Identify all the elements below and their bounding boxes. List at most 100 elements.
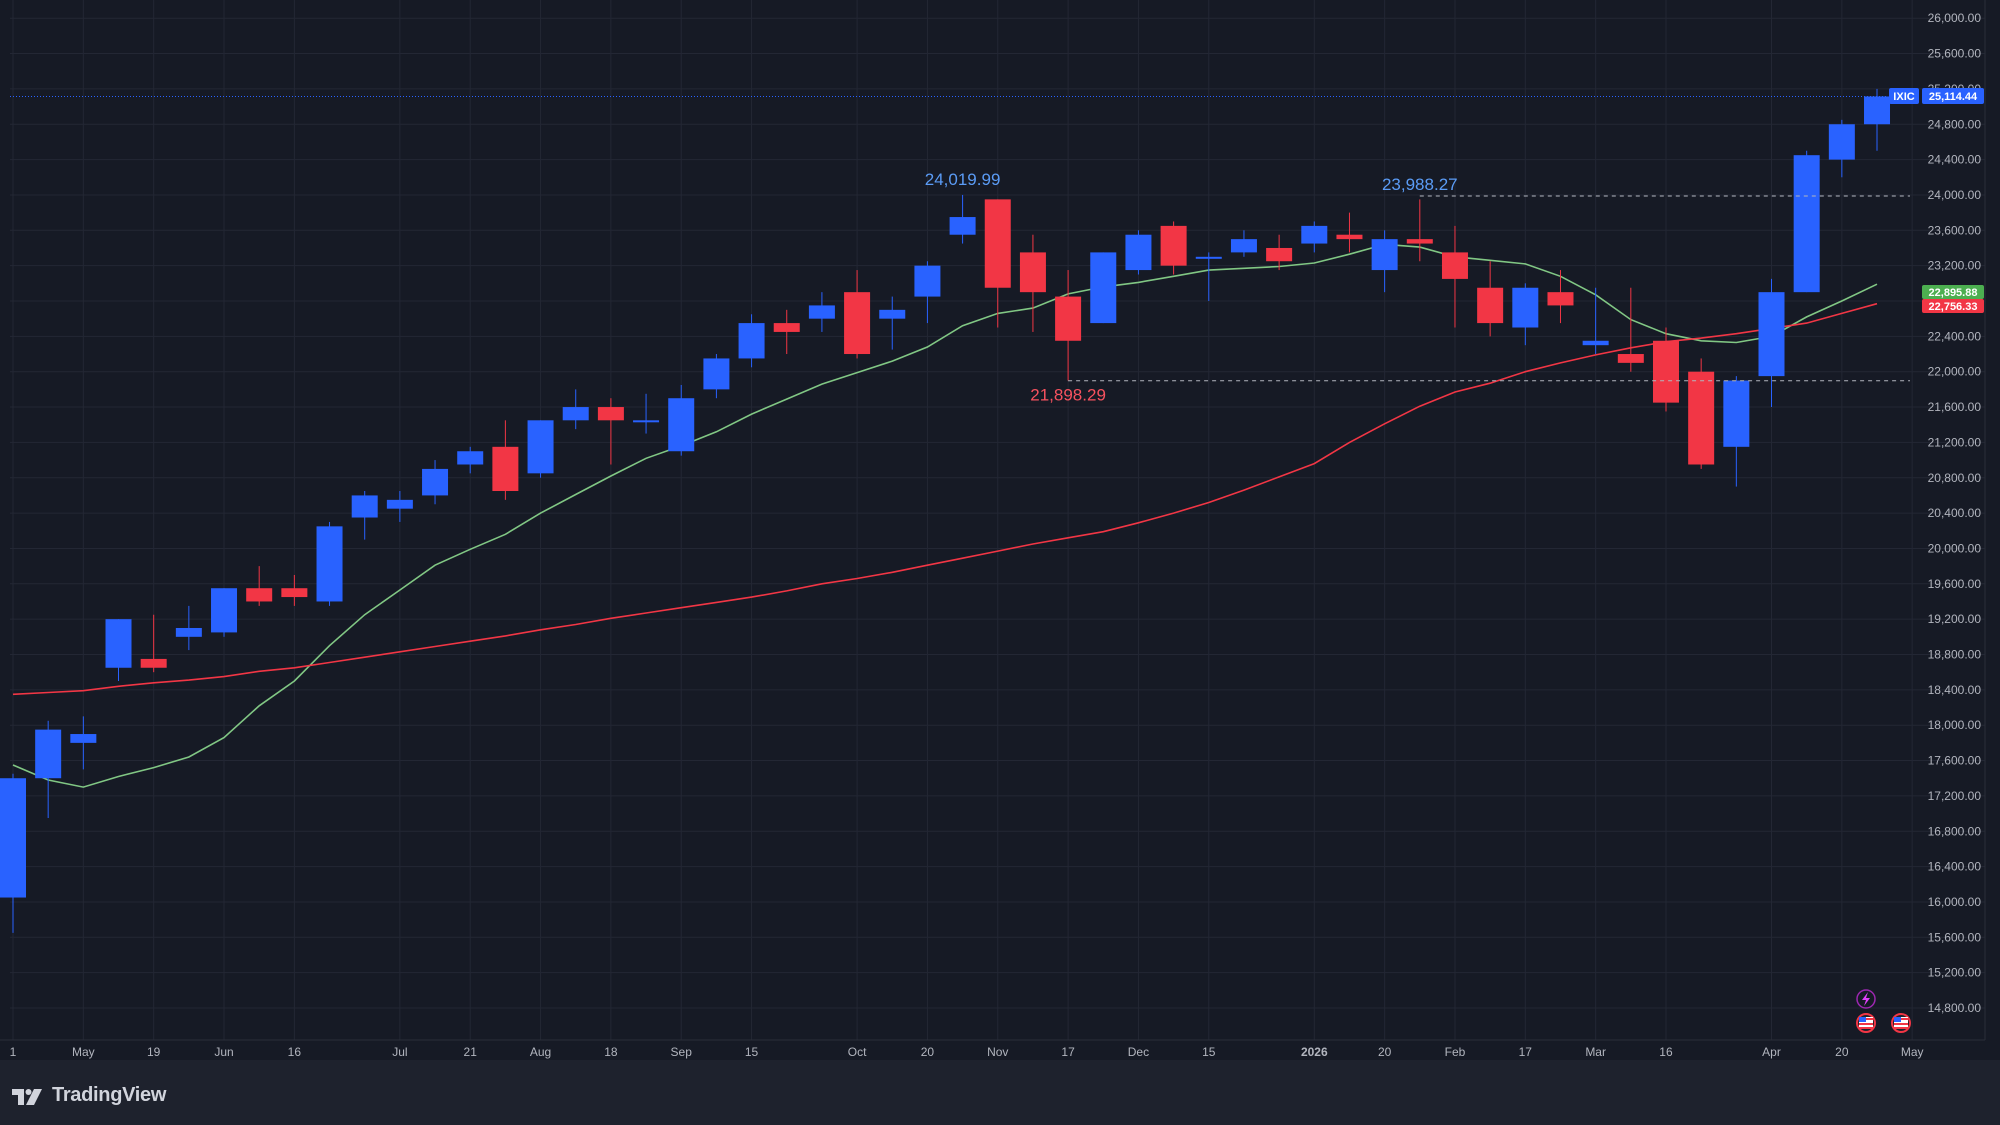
price-tick-label: 16,400.00 — [1928, 860, 1982, 874]
annotation-high-oct: 24,019.99 — [925, 170, 1001, 189]
candle-body — [1829, 124, 1855, 159]
candle-body — [1583, 341, 1609, 345]
price-chart[interactable]: 24,019.99 23,988.27 21,898.29 26,000.00 2… — [0, 0, 2000, 1060]
tradingview-logo-icon — [12, 1087, 44, 1105]
time-tick-label: 21 — [464, 1045, 478, 1059]
candle-body — [1759, 292, 1785, 376]
candle-body — [1090, 252, 1116, 323]
last-price-tag-label: 25,114.44 — [1929, 91, 1978, 103]
candle-body — [1653, 341, 1679, 403]
candle-up — [1794, 151, 1820, 292]
price-tick-label: 15,200.00 — [1928, 966, 1982, 980]
candle-body — [1020, 252, 1046, 292]
price-tick-label: 16,800.00 — [1928, 824, 1982, 838]
candle-body — [1336, 235, 1362, 239]
candle-body — [0, 778, 26, 897]
price-tick-label: 24,000.00 — [1928, 188, 1982, 202]
annotation-low-nov: 21,898.29 — [1030, 386, 1106, 405]
tradingview-logo[interactable]: TradingView — [12, 1084, 166, 1107]
price-tick-label: 18,800.00 — [1928, 648, 1982, 662]
time-tick-label: Jun — [214, 1045, 233, 1059]
time-tick-label: Nov — [987, 1045, 1008, 1059]
candle-body — [35, 730, 61, 779]
ma-fast-tag-label: 22,895.88 — [1929, 287, 1978, 299]
candle-body — [1125, 235, 1151, 270]
candle-body — [1372, 239, 1398, 270]
time-tick-label: 1 — [10, 1045, 17, 1059]
time-tick-label: May — [1901, 1045, 1924, 1059]
symbol-tag-label: IXIC — [1893, 91, 1914, 103]
candle-body — [1688, 372, 1714, 465]
candle-body — [141, 659, 167, 668]
footer-bar: TradingView — [0, 1060, 2000, 1125]
candle-body — [106, 619, 132, 668]
time-tick-label: 17 — [1519, 1045, 1533, 1059]
time-tick-label: Dec — [1128, 1045, 1149, 1059]
time-tick-label: 15 — [1202, 1045, 1216, 1059]
candle-body — [1442, 252, 1468, 279]
time-tick-label: 2026 — [1301, 1045, 1328, 1059]
candle-body — [211, 588, 237, 632]
annotation-high-jan: 23,988.27 — [1382, 175, 1458, 194]
candle-down — [1688, 358, 1714, 468]
candle-body — [703, 358, 729, 389]
time-tick-label: Oct — [848, 1045, 867, 1059]
price-tick-label: 21,200.00 — [1928, 435, 1982, 449]
candle-body — [1161, 226, 1187, 266]
candle-body — [914, 266, 940, 297]
plot-background — [0, 0, 2000, 1060]
candle-body — [633, 420, 659, 422]
price-tick-label: 26,000.00 — [1928, 11, 1982, 25]
candle-body — [844, 292, 870, 354]
time-tick-label: 17 — [1061, 1045, 1075, 1059]
candle-body — [70, 734, 96, 743]
time-tick-label: 20 — [921, 1045, 935, 1059]
candle-up — [528, 420, 554, 477]
candle-body — [457, 451, 483, 464]
candle-body — [1196, 257, 1222, 259]
candle-body — [1477, 288, 1503, 323]
time-tick-label: Feb — [1445, 1045, 1466, 1059]
time-tick-label: 16 — [1659, 1045, 1673, 1059]
ma-slow-tag-label: 22,756.33 — [1929, 301, 1978, 313]
price-tick-label: 20,800.00 — [1928, 471, 1982, 485]
candle-body — [1864, 96, 1890, 124]
candle-up — [1125, 230, 1151, 274]
candle-up — [211, 588, 237, 637]
candle-body — [774, 323, 800, 332]
price-tick-label: 17,600.00 — [1928, 754, 1982, 768]
price-tick-label: 20,000.00 — [1928, 541, 1982, 555]
candle-body — [950, 217, 976, 235]
price-tick-label: 24,400.00 — [1928, 153, 1982, 167]
time-tick-label: May — [72, 1045, 95, 1059]
price-tick-label: 17,200.00 — [1928, 789, 1982, 803]
price-tick-label: 21,600.00 — [1928, 400, 1982, 414]
time-tick-label: Sep — [671, 1045, 693, 1059]
candle-body — [1547, 292, 1573, 305]
price-tick-label: 22,000.00 — [1928, 365, 1982, 379]
time-tick-label: 20 — [1835, 1045, 1849, 1059]
candle-body — [1266, 248, 1292, 261]
candle-body — [1794, 155, 1820, 292]
candle-body — [1512, 288, 1538, 328]
us-flag-icon[interactable] — [1892, 1014, 1910, 1032]
candle-body — [246, 588, 272, 601]
brand-name: TradingView — [52, 1084, 166, 1107]
price-tick-label: 18,000.00 — [1928, 718, 1982, 732]
price-tick-label: 22,400.00 — [1928, 329, 1982, 343]
price-tick-label: 25,600.00 — [1928, 47, 1982, 61]
time-tick-label: 20 — [1378, 1045, 1392, 1059]
price-tick-label: 19,200.00 — [1928, 612, 1982, 626]
price-tick-label: 19,600.00 — [1928, 577, 1982, 591]
us-flag-icon[interactable] — [1857, 1014, 1875, 1032]
candle-body — [528, 420, 554, 473]
candle-body — [668, 398, 694, 451]
price-tick-label: 23,200.00 — [1928, 259, 1982, 273]
candle-body — [492, 447, 518, 491]
price-tick-label: 23,600.00 — [1928, 223, 1982, 237]
candle-body — [1231, 239, 1257, 252]
time-tick-label: 19 — [147, 1045, 161, 1059]
candle-body — [809, 305, 835, 318]
candle-body — [317, 526, 343, 601]
candle-body — [1407, 239, 1433, 243]
